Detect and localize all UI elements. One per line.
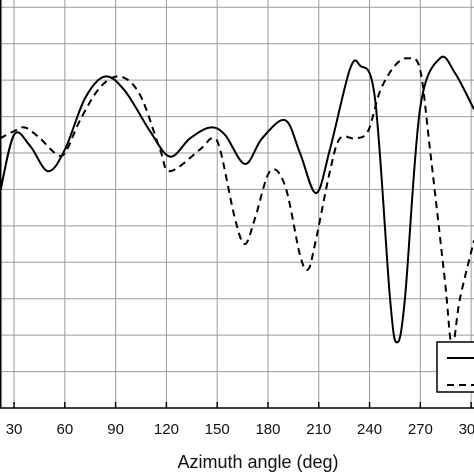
x-axis-title: Azimuth angle (deg) — [177, 452, 338, 472]
x-tick-label: 270 — [408, 421, 433, 438]
line-series — [0, 57, 474, 348]
x-tick-label: 30 — [6, 421, 23, 438]
x-tick-label: 120 — [154, 421, 179, 438]
line-series — [0, 55, 474, 344]
x-tick-label: 210 — [306, 421, 331, 438]
x-tick-label: 150 — [205, 421, 230, 438]
x-tick-label: 90 — [107, 421, 124, 438]
legend-box — [436, 341, 474, 393]
x-tick-label: 180 — [255, 421, 280, 438]
x-tick-label: 240 — [357, 421, 382, 438]
x-tick-label: 300 — [459, 421, 474, 438]
x-tick-label: 60 — [56, 421, 73, 438]
